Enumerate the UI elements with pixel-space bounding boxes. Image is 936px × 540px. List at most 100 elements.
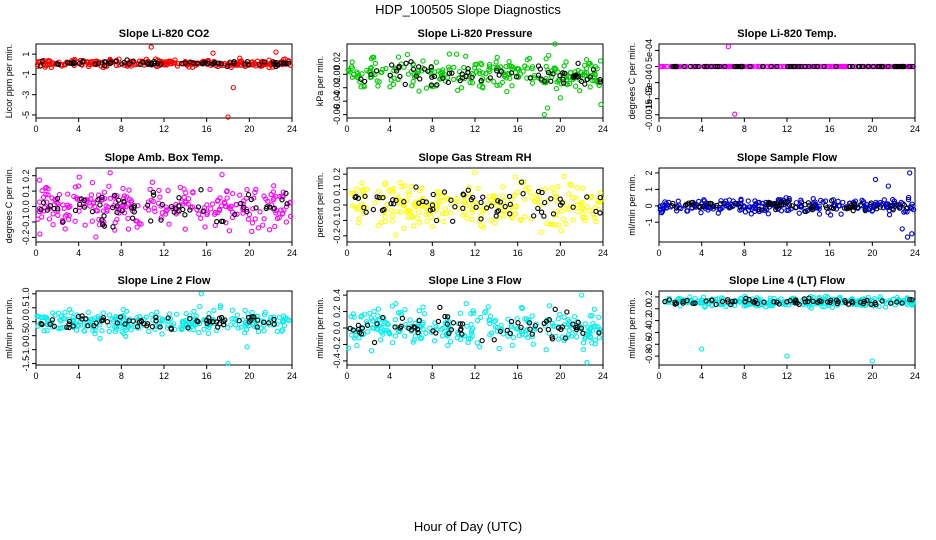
data-point [555, 184, 561, 190]
data-point-reference [833, 63, 839, 70]
data-point-reference [47, 321, 53, 327]
x-tick-label: 24 [910, 248, 920, 258]
data-point [166, 221, 172, 227]
data-point-reference [149, 324, 156, 330]
data-point [423, 85, 430, 91]
data-point-outlier [699, 346, 705, 352]
data-point-reference [856, 63, 863, 70]
data-point-reference [148, 218, 154, 224]
data-point-reference [766, 199, 772, 206]
data-point [191, 308, 197, 315]
data-point [527, 189, 533, 196]
data-point [228, 322, 234, 328]
data-point [440, 198, 446, 204]
data-point [816, 211, 823, 217]
data-point-reference [401, 199, 407, 205]
data-point [577, 87, 583, 94]
data-point [865, 294, 871, 301]
data-point [271, 314, 277, 320]
data-point [50, 222, 56, 228]
data-point-reference [545, 326, 552, 333]
data-point-reference [580, 330, 586, 336]
data-point-reference [539, 189, 545, 196]
data-point [697, 299, 704, 306]
data-point-reference [488, 203, 495, 209]
data-point [780, 301, 786, 307]
chart-title: Slope Line 2 Flow [118, 275, 211, 287]
data-point [465, 339, 471, 346]
data-point [174, 63, 181, 69]
data-point [263, 196, 269, 202]
data-point-reference [182, 212, 188, 218]
data-point-reference [662, 298, 668, 305]
data-point [468, 321, 474, 328]
chart-panel: Slope Line 3 Flow 0 4 8 12 16 20 24 0.4 0.2 0.0 -0.… [315, 275, 608, 381]
data-point-reference [894, 299, 900, 305]
data-point [483, 71, 489, 77]
data-point [146, 328, 152, 335]
data-point-reference [473, 204, 479, 210]
data-point [393, 300, 399, 307]
data-point [156, 321, 162, 327]
x-tick-label: 20 [867, 124, 877, 134]
data-point [223, 188, 230, 195]
data-point [100, 310, 106, 316]
data-point [268, 62, 274, 68]
data-point [173, 311, 180, 317]
data-point [754, 63, 760, 70]
data-point [892, 302, 898, 308]
data-point-reference [415, 329, 421, 336]
data-point [384, 320, 390, 327]
x-tick-label: 16 [513, 248, 523, 258]
y-tick-label: 0.0 [21, 315, 31, 328]
data-point-reference [435, 318, 442, 325]
data-point [558, 228, 564, 234]
data-point [555, 316, 561, 322]
data-point [905, 196, 912, 203]
data-point [351, 335, 358, 341]
data-point-reference [101, 213, 107, 219]
data-point [43, 315, 49, 321]
x-tick-label: 12 [782, 371, 792, 381]
data-point [252, 189, 258, 196]
data-point [85, 197, 91, 203]
data-point-outlier [210, 50, 216, 56]
data-point-reference [446, 70, 453, 76]
data-point [566, 318, 572, 325]
data-point [474, 317, 481, 324]
data-point [250, 206, 256, 212]
data-point [88, 192, 95, 198]
data-point-reference [406, 325, 412, 331]
data-point [433, 59, 439, 65]
data-point-reference [168, 326, 175, 332]
data-points [662, 293, 916, 364]
data-point [446, 51, 453, 57]
data-point-reference [416, 64, 422, 70]
data-point [49, 310, 56, 316]
chart-panel: Slope Sample Flow 0 4 8 12 16 20 24 2 1 0 -1 ml/min … [627, 152, 920, 258]
data-point [158, 203, 164, 209]
data-point-reference [396, 65, 402, 71]
y-tick-label: -1 [21, 70, 31, 78]
data-point [382, 180, 388, 186]
data-point [549, 221, 556, 227]
data-point [55, 208, 61, 214]
data-point [228, 203, 234, 209]
data-point-reference [728, 301, 734, 308]
data-point [487, 332, 493, 338]
data-point [147, 186, 153, 193]
data-point-outlier [541, 111, 547, 118]
data-point-reference [271, 61, 277, 67]
x-tick-label: 4 [699, 248, 704, 258]
data-point [107, 195, 114, 202]
data-point [701, 198, 708, 204]
data-point-reference [200, 60, 207, 66]
data-point-reference [430, 191, 436, 198]
data-point-reference [823, 205, 830, 211]
data-point [72, 184, 79, 190]
data-point [46, 216, 53, 222]
data-point [454, 198, 461, 205]
data-point [837, 203, 843, 209]
data-point [100, 208, 107, 214]
data-point-reference [868, 200, 874, 206]
